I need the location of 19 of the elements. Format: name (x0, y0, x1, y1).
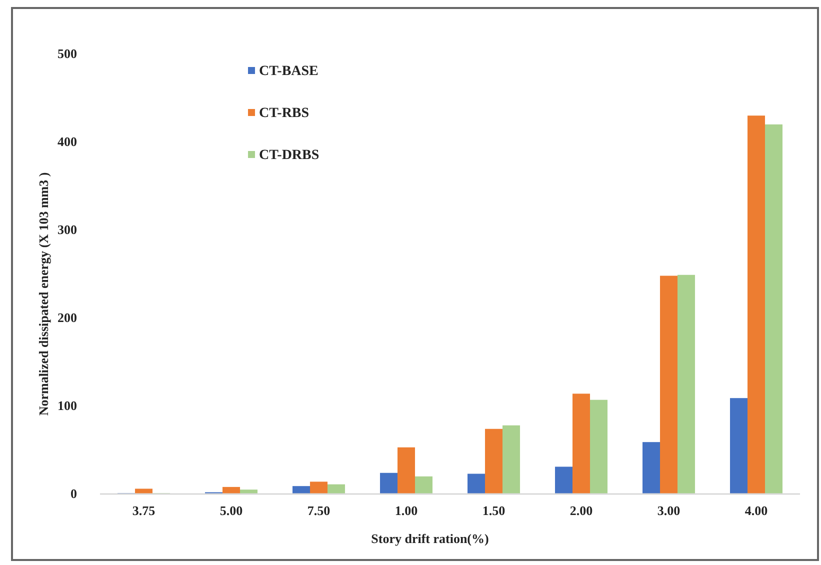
x-tick-label: 7.50 (307, 503, 330, 518)
x-tick-label: 1.50 (482, 503, 506, 518)
x-tick-label: 3.75 (132, 503, 156, 518)
x-tick-label: 2.00 (570, 503, 593, 518)
legend-label: CT-BASE (259, 64, 318, 79)
legend-label: CT-RBS (259, 106, 310, 121)
x-axis-title: Story drift ration(%) (371, 531, 489, 546)
y-axis-title: Normalized dissipated energy (X 103 mm3 ) (36, 172, 51, 416)
y-tick-label: 300 (58, 222, 77, 238)
y-tick-label: 500 (58, 46, 77, 62)
legend-label: CT-DRBS (259, 148, 320, 163)
y-tick-label: 0 (70, 486, 77, 502)
x-tick-label: 1.00 (394, 503, 418, 518)
y-tick-label: 200 (58, 310, 77, 326)
y-tick-label: 400 (58, 134, 77, 150)
x-tick-label: 5.00 (220, 503, 243, 518)
x-tick-label: 4.00 (744, 503, 768, 518)
x-tick-label: 3.00 (657, 503, 680, 518)
y-tick-label: 100 (58, 398, 77, 414)
